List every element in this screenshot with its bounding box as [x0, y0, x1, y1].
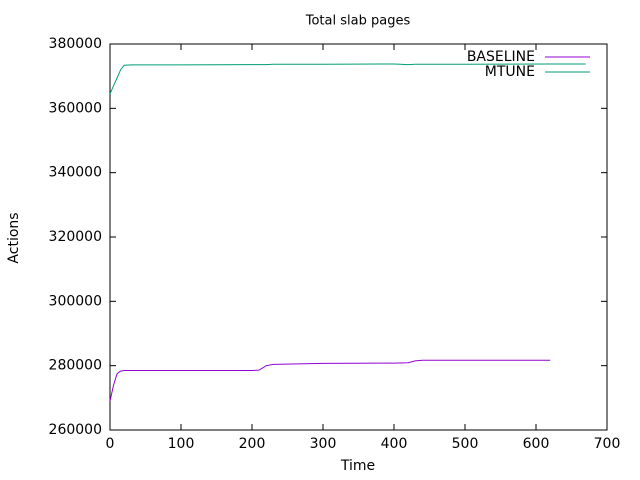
y-tick-label: 300000 [49, 293, 102, 309]
series-line [109, 63, 586, 95]
y-tick-label: 360000 [49, 100, 102, 116]
x-tick-label: 500 [452, 436, 479, 452]
legend-label: BASELINE [467, 49, 535, 65]
x-tick-label: 700 [594, 436, 621, 452]
legend-label: MTUNE [485, 64, 535, 80]
y-tick-label: 260000 [49, 422, 102, 438]
y-tick-label: 340000 [49, 165, 102, 181]
y-tick-label: 380000 [49, 36, 102, 52]
plot-frame [109, 43, 608, 431]
y-axis-label: Actions [6, 212, 22, 263]
x-tick-label: 200 [239, 436, 266, 452]
y-tick-label: 280000 [49, 358, 102, 374]
series-line [109, 359, 551, 402]
x-tick-label: 400 [381, 436, 408, 452]
chart-title: Total slab pages [305, 14, 411, 29]
x-axis-label: Time [340, 458, 375, 474]
x-tick-label: 100 [168, 436, 195, 452]
x-tick-label: 300 [310, 436, 337, 452]
y-tick-label: 320000 [49, 229, 102, 245]
x-tick-label: 600 [523, 436, 550, 452]
x-tick-label: 0 [106, 436, 115, 452]
